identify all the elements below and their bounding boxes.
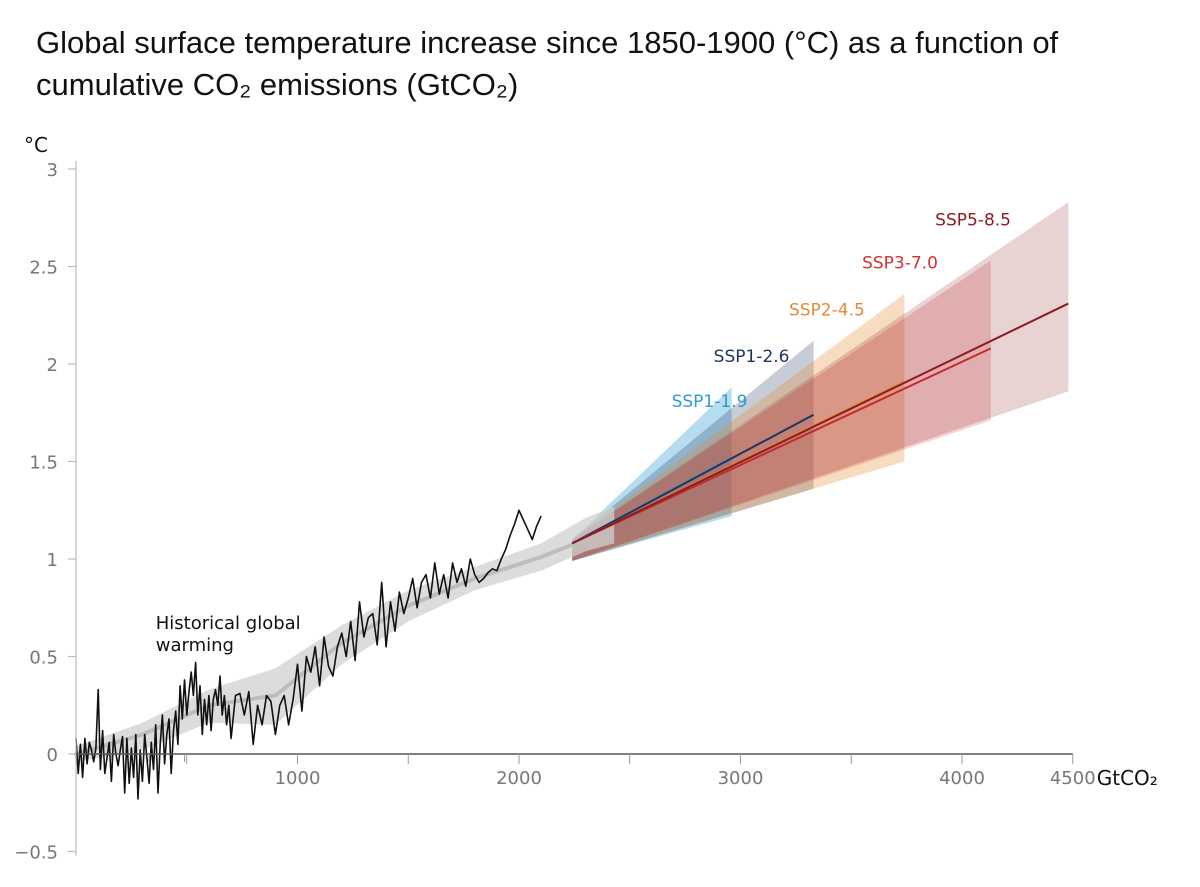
ssp1-1-9-label: SSP1-1.9: [672, 392, 748, 412]
historical-smoothed-line: [74, 537, 588, 756]
ssp2-4-5-label: SSP2-4.5: [789, 300, 865, 320]
chart-title-line-2: cumulative CO₂ emissions (GtCO₂): [36, 67, 519, 102]
y-tick-label: 1: [47, 550, 58, 571]
y-axis-unit-label: °C: [24, 133, 48, 157]
ssp1-2-6-label: SSP1-2.6: [714, 347, 790, 367]
historical-annotation-line-1: Historical global: [156, 613, 301, 634]
x-tick-label: 1000: [275, 768, 321, 789]
y-tick-label: 2: [47, 355, 58, 376]
chart-title-line-1: Global surface temperature increase sinc…: [36, 25, 1059, 60]
x-tick-label: 2000: [496, 768, 542, 789]
ssp5-8-5-label: SSP5-8.5: [935, 211, 1011, 231]
y-tick-label: 0.5: [29, 648, 58, 669]
x-tick-label: 4000: [939, 768, 985, 789]
ssp5-8-5-range-band: [572, 202, 1069, 561]
ssp3-7-0-central-line: [571, 347, 992, 545]
ssp5-8-5-central-line: [571, 302, 1069, 545]
y-tick-label: 2.5: [29, 258, 58, 279]
historical-uncertainty-band: [76, 506, 615, 762]
y-tick-label: 3: [47, 160, 58, 181]
ssp3-7-0-range-band: [572, 260, 991, 561]
y-tick-label: 0: [47, 745, 58, 766]
ssp1-2-6-central-line: [571, 413, 815, 545]
ssp1-2-6-range-band: [572, 340, 814, 561]
historical-annotation-line-2: warming: [156, 635, 234, 656]
ssp2-4-5-range-band: [572, 293, 905, 561]
x-axis-unit-label: GtCO₂: [1097, 766, 1158, 790]
y-tick-label: −0.5: [14, 843, 58, 864]
y-tick-label: 1.5: [29, 453, 58, 474]
x-tick-label: 4500: [1050, 768, 1096, 789]
x-tick-label: 3000: [718, 768, 764, 789]
ssp3-7-0-label: SSP3-7.0: [862, 253, 938, 273]
chart-title: Global surface temperature increase sinc…: [36, 22, 1176, 106]
